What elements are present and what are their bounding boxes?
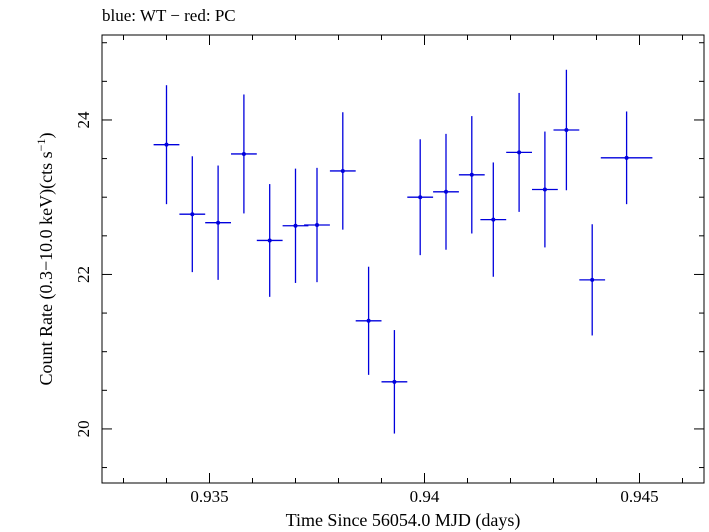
data-point: [480, 162, 507, 277]
data-point: [532, 131, 558, 248]
y-axis-label-superscript: −1: [34, 139, 48, 152]
data-marker: [190, 212, 195, 217]
data-marker: [340, 168, 345, 173]
y-axis-label-end: ): [36, 133, 57, 139]
data-marker: [366, 318, 371, 323]
data-point: [282, 168, 309, 283]
data-marker: [624, 155, 629, 160]
data-point: [256, 184, 283, 297]
data-point: [600, 111, 653, 205]
data-point: [304, 167, 330, 283]
data-marker: [293, 223, 298, 228]
x-axis-tick-labels: 0.935 0.94 0.945: [190, 487, 658, 506]
y-axis-ticks: [102, 42, 704, 469]
data-point: [458, 116, 485, 234]
data-point: [179, 156, 206, 273]
y-axis-label: Count Rate (0.3−10.0 keV)(cts s−1): [34, 133, 57, 386]
y-axis-tick-labels: 20 22 24: [74, 111, 93, 437]
data-marker: [491, 217, 496, 222]
x-tick-label: 0.935: [190, 487, 228, 506]
y-tick-label: 22: [74, 266, 93, 283]
data-marker: [542, 187, 547, 192]
data-marker: [315, 223, 319, 228]
data-point: [153, 85, 180, 205]
data-point: [579, 224, 606, 336]
data-marker: [590, 277, 595, 282]
x-tick-label: 0.945: [620, 487, 658, 506]
plot-frame: [101, 34, 705, 484]
data-point: [553, 69, 580, 191]
data-point: [205, 165, 231, 280]
y-tick-label: 20: [74, 420, 93, 437]
chart-title: blue: WT − red: PC: [102, 6, 236, 25]
data-marker: [392, 379, 397, 384]
data-marker: [444, 189, 448, 194]
x-tick-label: 0.94: [410, 487, 440, 506]
data-series: [153, 69, 653, 434]
data-marker: [469, 172, 474, 177]
data-point: [231, 94, 257, 214]
data-point: [433, 133, 459, 250]
data-marker: [216, 220, 221, 225]
data-marker: [164, 142, 169, 147]
data-marker: [564, 128, 569, 133]
data-point: [506, 92, 532, 212]
y-tick-label: 24: [74, 111, 93, 129]
data-marker: [241, 151, 246, 156]
y-axis-label-main: Count Rate (0.3−10.0 keV)(cts s: [36, 151, 57, 385]
data-point: [407, 139, 434, 256]
data-marker: [418, 195, 423, 200]
x-axis-ticks: [123, 35, 683, 483]
data-marker: [517, 150, 522, 155]
data-point: [355, 266, 382, 375]
data-marker: [267, 238, 272, 243]
data-point: [381, 330, 408, 434]
data-point: [329, 112, 356, 230]
x-axis-label: Time Since 56054.0 MJD (days): [286, 510, 521, 531]
